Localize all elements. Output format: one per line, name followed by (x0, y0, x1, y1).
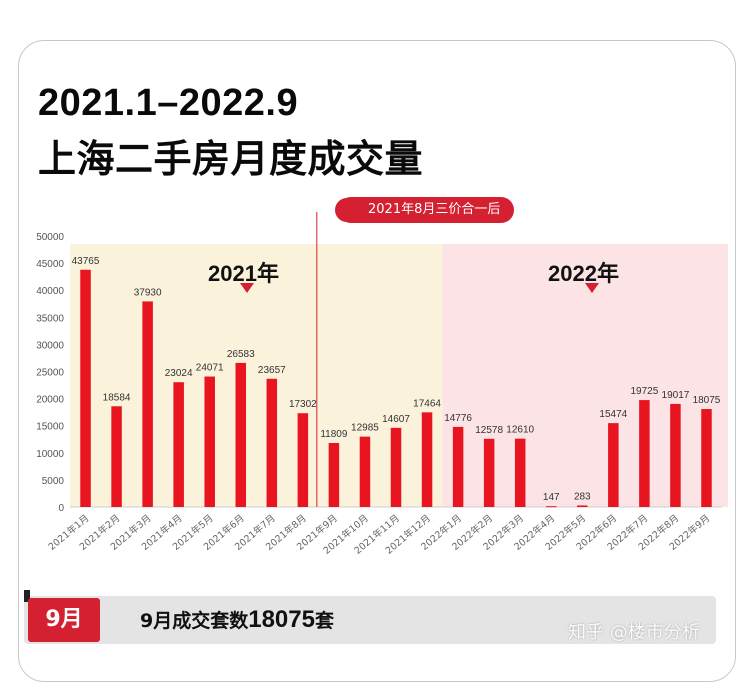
bar (142, 301, 153, 507)
summary-prefix: 9月成交套数 (140, 610, 249, 632)
y-tick-label: 45000 (36, 259, 64, 270)
bar-value-label: 283 (574, 491, 591, 502)
policy-callout: 2021年8月三价合一后 (338, 197, 515, 223)
bar (266, 378, 278, 507)
bar-value-label: 18075 (693, 395, 721, 406)
bar (545, 506, 557, 508)
bar (235, 362, 247, 507)
bar (390, 427, 402, 507)
year-label-2022: 2022年 (548, 261, 619, 286)
bar (173, 382, 184, 507)
summary-value: 18075 (248, 606, 315, 633)
bar-value-label: 17302 (289, 399, 317, 410)
bar-value-label: 19725 (630, 386, 658, 397)
tag-corner-decoration (24, 590, 30, 602)
bar (577, 505, 588, 507)
bar-value-label: 11809 (320, 429, 348, 440)
bar-value-label: 23657 (258, 365, 286, 376)
bar-chart: 0 5000 10000 15000 20000 25000 30000 35000 40000… (36, 212, 728, 557)
y-tick-label: 0 (58, 503, 64, 514)
bar (297, 413, 309, 507)
year-2021-arrow-icon (240, 283, 254, 293)
y-tick-label: 50000 (36, 232, 64, 243)
y-tick-label: 25000 (36, 368, 64, 379)
footer-summary: 9月成交套数18075套 (140, 606, 334, 634)
year-label-2021: 2021年 (208, 261, 279, 286)
bar (452, 426, 464, 507)
bar-value-label: 14776 (444, 413, 472, 424)
bar (670, 403, 681, 507)
bar (111, 406, 122, 507)
bar-value-label: 12985 (351, 423, 379, 434)
y-tick-label: 5000 (42, 476, 65, 487)
y-tick-label: 10000 (36, 449, 64, 460)
bar (483, 438, 495, 507)
bar (514, 438, 526, 507)
bar-value-label: 37930 (134, 287, 162, 298)
band-2021 (70, 244, 443, 507)
bar (204, 376, 215, 507)
title-main: 上海二手房月度成交量 (38, 137, 424, 181)
title-date-range: 2021.1–2022.9 (38, 82, 299, 124)
bar (639, 400, 650, 507)
month-tag: 9月 (28, 598, 100, 642)
bar-value-label: 24071 (196, 363, 224, 374)
bar (608, 423, 619, 507)
footer-bar (24, 596, 716, 644)
y-tick-label: 40000 (36, 286, 64, 297)
bar-value-label: 19017 (662, 390, 690, 401)
bar-value-label: 147 (543, 492, 560, 503)
bar-value-label: 26583 (227, 349, 255, 360)
y-tick-label: 35000 (36, 313, 64, 324)
year-2022-arrow-icon (585, 283, 599, 293)
bar-value-label: 14607 (382, 414, 410, 425)
bar (328, 442, 340, 507)
y-tick-label: 30000 (36, 340, 64, 351)
bar-value-label: 15474 (599, 409, 627, 420)
bar-value-label: 18584 (103, 392, 131, 403)
y-tick-label: 15000 (36, 422, 64, 433)
bar (421, 412, 433, 507)
bar-value-label: 12610 (506, 425, 534, 436)
watermark: 知乎 @楼市分析 (568, 622, 700, 643)
bar-value-label: 17464 (413, 398, 441, 409)
bar-value-label: 23024 (165, 368, 193, 379)
summary-suffix: 套 (314, 610, 334, 632)
bar-value-label: 12578 (475, 425, 503, 436)
bar (701, 409, 712, 507)
bar (359, 436, 371, 507)
bar (80, 269, 91, 507)
y-tick-label: 20000 (36, 395, 64, 406)
bar-value-label: 43765 (72, 256, 100, 267)
